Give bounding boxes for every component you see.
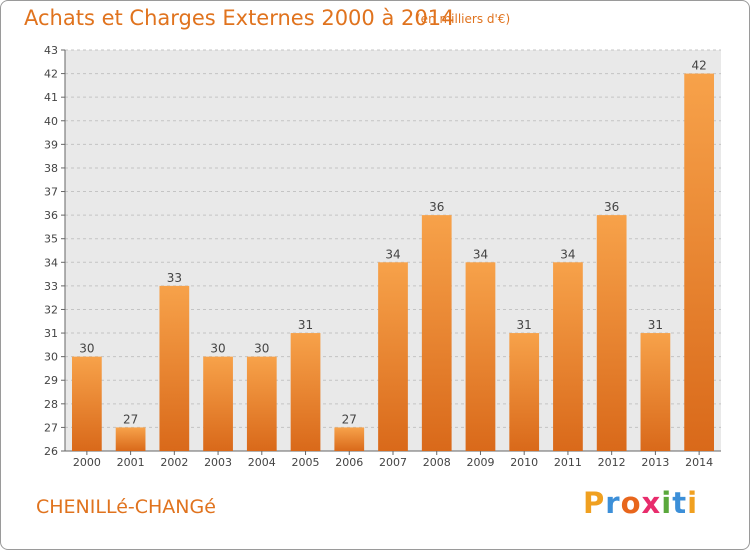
x-tick-label: 2014 [685,456,713,469]
bar-2009 [465,262,496,451]
x-tick-label: 2013 [641,456,669,469]
bar-value-label: 30 [254,342,269,356]
bar-2004 [246,356,277,451]
proxiti-logo: Proxiti [583,486,698,520]
bar-value-label: 31 [648,318,663,332]
y-tick-label: 40 [44,115,58,128]
logo-letter: o [620,486,642,520]
chart-unit: (en milliers d'€) [416,12,511,26]
y-tick-label: 38 [44,162,58,175]
x-tick-label: 2008 [423,456,451,469]
bar-value-label: 30 [79,342,94,356]
y-tick-label: 30 [44,351,58,364]
logo-letter: i [661,486,673,520]
x-tick-label: 2005 [292,456,320,469]
bar-2006 [334,427,365,451]
x-tick-label: 2006 [335,456,363,469]
y-tick-label: 31 [44,327,58,340]
bar-2008 [421,215,452,451]
y-tick-label: 33 [44,280,58,293]
y-tick-label: 36 [44,209,58,222]
y-tick-label: 37 [44,186,58,199]
logo-letter: r [605,486,621,520]
bar-2012 [596,215,627,451]
bar-value-label: 36 [604,200,619,214]
bar-value-label: 33 [167,271,182,285]
logo-letter: t [672,486,688,520]
logo-letter: P [583,486,606,520]
bar-2005 [290,333,321,451]
y-tick-label: 32 [44,303,58,316]
y-tick-label: 43 [44,44,58,57]
bar-2011 [553,262,583,451]
commune-name: CHENILLé-CHANGé [36,496,216,518]
x-tick-label: 2001 [117,456,145,469]
y-tick-label: 35 [44,233,58,246]
x-tick-label: 2007 [379,456,407,469]
x-tick-label: 2010 [510,456,538,469]
logo-letter: i [687,486,699,520]
bar-2002 [159,285,190,451]
bar-2013 [640,333,671,451]
x-tick-label: 2011 [554,456,582,469]
bar-value-label: 34 [560,247,575,261]
bar-value-label: 34 [473,247,488,261]
bar-2007 [378,262,408,451]
logo-letter: x [641,486,662,520]
y-tick-label: 26 [44,445,58,458]
bar-2003 [203,356,233,451]
y-tick-label: 28 [44,398,58,411]
y-tick-label: 27 [44,421,58,434]
bar-value-label: 42 [691,59,706,73]
x-tick-label: 2012 [598,456,626,469]
chart-title: Achats et Charges Externes 2000 à 2014 [24,6,455,30]
bar-value-label: 27 [342,412,357,426]
bar-2001 [115,427,146,451]
y-tick-label: 41 [44,91,58,104]
bar-2000 [71,356,102,451]
bar-value-label: 27 [123,412,138,426]
bar-value-label: 36 [429,200,444,214]
bar-value-label: 34 [385,247,400,261]
y-tick-label: 39 [44,138,58,151]
bar-value-label: 30 [210,342,225,356]
bar-2010 [509,333,540,451]
bar-value-label: 31 [298,318,313,332]
y-tick-label: 42 [44,68,58,81]
x-tick-label: 2000 [73,456,101,469]
y-tick-label: 34 [44,256,58,269]
x-tick-label: 2003 [204,456,232,469]
x-tick-label: 2009 [466,456,494,469]
y-tick-label: 29 [44,374,58,387]
bar-2014 [684,73,715,452]
x-tick-label: 2004 [248,456,276,469]
x-tick-label: 2002 [160,456,188,469]
bar-value-label: 31 [517,318,532,332]
